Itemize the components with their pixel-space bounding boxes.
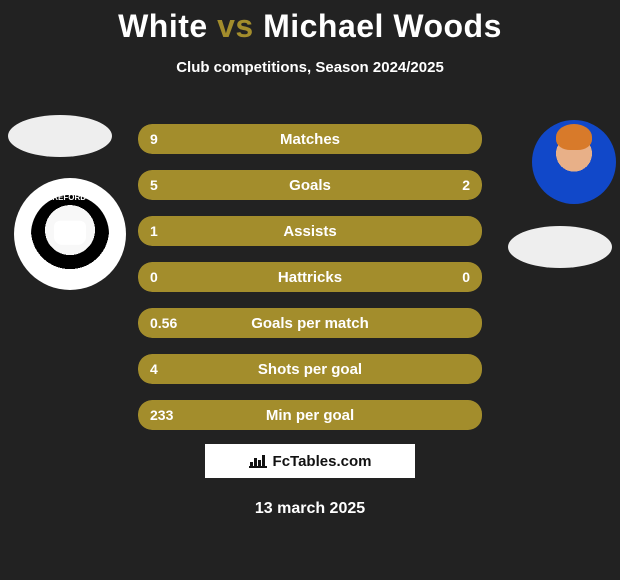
stat-value-right: 0 [462,269,470,285]
badge-top-text: HEREFORD FC [41,193,99,202]
stats-bars: Matches9 Goals5 2 Assists1 Hattricks0 0 Goals … [138,124,482,446]
stat-row: Matches9 [138,124,482,154]
left-team-badge: HEREFORD FC [14,178,126,290]
title-vs: vs [217,8,254,44]
title-left: White [118,8,208,44]
left-team-badge-inner: HEREFORD FC [31,195,109,273]
stat-value-left: 9 [150,131,158,147]
badge-bull-icon [54,221,86,245]
page-title: White vs Michael Woods [0,0,620,45]
stat-value-right: 2 [462,177,470,193]
stat-label: Shots per goal [138,354,482,384]
stat-value-left: 1 [150,223,158,239]
stat-label: Goals per match [138,308,482,338]
stat-row: Goals per match0.56 [138,308,482,338]
stat-label: Assists [138,216,482,246]
footer-site: FcTables.com [273,453,372,470]
right-team-badge-placeholder [508,226,612,268]
stat-value-left: 0.56 [150,315,177,331]
stat-row: Min per goal233 [138,400,482,430]
stat-row: Assists1 [138,216,482,246]
stat-value-left: 233 [150,407,173,423]
footer-badge: FcTables.com [205,444,415,478]
stat-label: Hattricks [138,262,482,292]
right-player-avatar [532,120,616,204]
stat-value-left: 4 [150,361,158,377]
stat-value-left: 0 [150,269,158,285]
stat-label: Min per goal [138,400,482,430]
left-player-avatar-placeholder [8,115,112,157]
subtitle: Club competitions, Season 2024/2025 [0,59,620,76]
stat-row: Shots per goal4 [138,354,482,384]
right-player-hair [556,124,592,150]
stat-label: Matches [138,124,482,154]
title-right: Michael Woods [263,8,502,44]
stat-value-left: 5 [150,177,158,193]
footer-date: 13 march 2025 [0,500,620,518]
stat-row: Hattricks0 0 [138,262,482,292]
stat-label: Goals [138,170,482,200]
chart-icon [249,454,267,468]
stat-row: Goals5 2 [138,170,482,200]
